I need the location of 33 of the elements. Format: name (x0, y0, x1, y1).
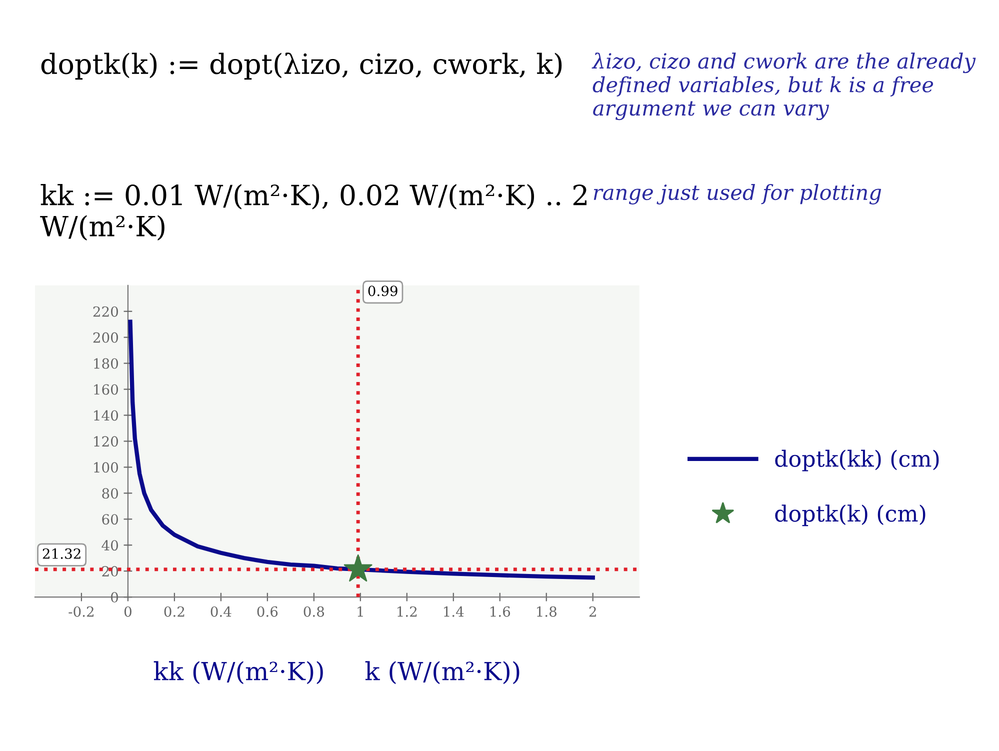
ref-line-label: 0.99 (368, 286, 398, 296)
text: kk := 0.01 W/(m²·K), 0.02 W/(m²·K) .. 2 W/(m²·K) (40, 184, 586, 241)
x-tick-label: 1.4 (444, 606, 464, 617)
y-tick-label: 200 (93, 332, 118, 343)
y-tick-label: 140 (94, 410, 118, 421)
x-axis-title: kk (W/(m²·K)) k (W/(m²·K)) (154, 661, 520, 684)
legend-label: doptk(k) (cm) (775, 504, 926, 526)
text: range just used for plotting (594, 184, 882, 204)
y-tick-label: 40 (102, 540, 118, 551)
x-tick-label: 0.6 (257, 606, 278, 617)
y-tick-label: 80 (102, 488, 118, 499)
x-tick-label: 1.6 (490, 606, 510, 617)
y-tick-label: 220 (93, 306, 118, 317)
ref-line-label: 21.32 (42, 548, 80, 559)
y-tick-label: 120 (94, 436, 118, 447)
y-tick-label: 160 (94, 384, 118, 395)
text: doptk(k) := dopt(λizo, cizo, cwork, k) (41, 52, 562, 80)
x-tick-label: 0.4 (210, 606, 232, 617)
y-tick-label: 60 (102, 514, 118, 525)
x-tick-label: -0.2 (68, 606, 94, 617)
x-tick-label: 0 (124, 606, 132, 617)
x-tick-label: 1 (358, 606, 363, 617)
line-series (128, 320, 595, 580)
y-tick-label: 100 (94, 462, 118, 473)
y-tick-label: 180 (94, 358, 118, 369)
x-tick-label: 0.2 (164, 606, 184, 617)
x-tick-label: 1.2 (398, 606, 417, 617)
y-tick-label: 20 (102, 566, 118, 577)
x-tick-label: 1.8 (537, 606, 556, 617)
x-tick-label: 0.8 (304, 606, 324, 617)
text: λizo, cizo and cwork are the already defined variables, but k is a free argument we can vary (592, 52, 976, 120)
x-tick-label: 2 (589, 606, 596, 617)
legend-label: doptk(kk) (cm) (775, 450, 939, 472)
